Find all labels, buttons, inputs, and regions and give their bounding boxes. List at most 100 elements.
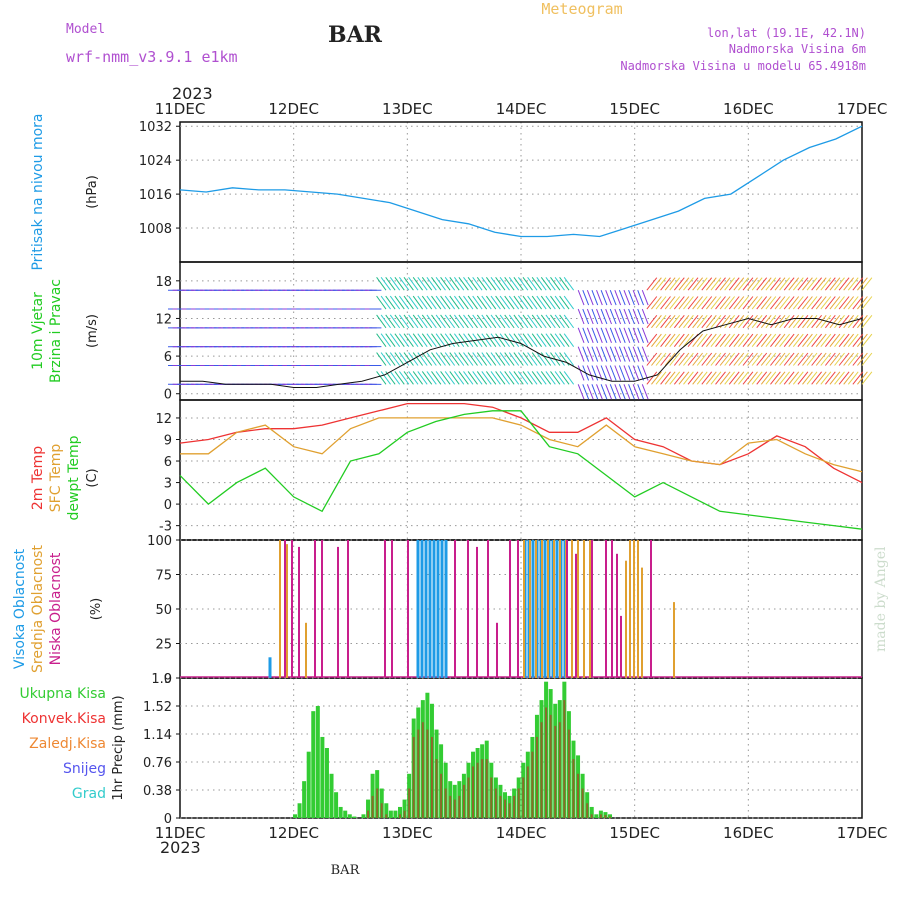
wind-barb bbox=[632, 290, 640, 306]
wind-barb bbox=[431, 295, 442, 310]
cloud-bar bbox=[589, 540, 591, 678]
wind-barb bbox=[476, 352, 488, 366]
wind-barb bbox=[485, 352, 497, 366]
cloud-bar bbox=[487, 540, 489, 678]
wind-barb bbox=[453, 314, 465, 329]
wind-barb bbox=[710, 296, 722, 310]
precip-convective-bar bbox=[590, 814, 593, 818]
cloud-bar bbox=[440, 540, 444, 678]
wind-barb bbox=[522, 333, 533, 347]
wind-barb bbox=[628, 384, 635, 400]
wind-barb bbox=[724, 314, 735, 329]
wind-barb bbox=[449, 352, 460, 366]
wind-barb bbox=[673, 333, 685, 347]
wind-barb bbox=[403, 371, 414, 385]
wind-barb bbox=[802, 352, 813, 366]
wind-barb bbox=[715, 333, 726, 347]
wind-barb bbox=[692, 314, 703, 329]
cloud-bar bbox=[605, 540, 607, 678]
wind-barb bbox=[806, 371, 818, 385]
cloud-unit: (%) bbox=[89, 598, 104, 621]
tick-label: 0 bbox=[164, 672, 172, 687]
wind-barb bbox=[747, 333, 758, 347]
wind-barb bbox=[527, 333, 538, 347]
wind-barb bbox=[628, 346, 635, 362]
wind-barb bbox=[692, 352, 703, 366]
wind-barb bbox=[637, 327, 644, 343]
wind-barb bbox=[655, 296, 667, 310]
wind-barb bbox=[550, 277, 561, 291]
wind-barb bbox=[408, 314, 419, 329]
wind-barb bbox=[600, 384, 608, 400]
temperature-line bbox=[179, 410, 863, 530]
wind-barb bbox=[802, 333, 813, 347]
wind-barb bbox=[495, 314, 506, 329]
wind-barb bbox=[678, 314, 690, 329]
wind-barb bbox=[655, 314, 667, 329]
wind-barb bbox=[559, 277, 570, 291]
wind-barb bbox=[829, 352, 841, 366]
wind-barb bbox=[779, 371, 790, 385]
wind-barb bbox=[779, 333, 790, 347]
wind-barb bbox=[641, 346, 649, 362]
wind-barb bbox=[811, 277, 822, 291]
wind-barb bbox=[756, 333, 768, 347]
precip-convective-bar bbox=[399, 814, 401, 818]
bottom-day-label: 14DEC bbox=[496, 824, 547, 842]
wind-barb bbox=[591, 290, 599, 306]
wind-barb bbox=[536, 277, 547, 291]
wind-barb bbox=[623, 290, 631, 306]
wind-barb bbox=[444, 277, 456, 291]
wind-barb bbox=[715, 352, 726, 366]
wind-barb bbox=[664, 371, 676, 385]
wind-barb bbox=[394, 295, 405, 310]
wind-barb bbox=[485, 277, 497, 291]
wind-barb bbox=[449, 333, 460, 347]
wind-barb bbox=[760, 277, 772, 291]
wind-barb bbox=[660, 333, 671, 347]
wind-barb bbox=[756, 277, 768, 291]
wind-barb bbox=[774, 371, 786, 385]
wind-barb bbox=[733, 333, 745, 347]
wind-barb bbox=[591, 346, 599, 362]
wind-barb bbox=[623, 346, 631, 362]
temp2m-axis-label: 2m Temp bbox=[30, 446, 46, 510]
cloud-bar bbox=[509, 540, 511, 678]
wind-axis-label-2: Brzina i Pravac bbox=[48, 279, 64, 383]
wind-barb bbox=[577, 327, 585, 343]
precip-convective-bar bbox=[563, 700, 566, 818]
cloud-bar bbox=[559, 540, 561, 678]
wind-barb bbox=[838, 333, 850, 347]
wind-barb bbox=[376, 333, 387, 347]
cloud-bar bbox=[407, 540, 409, 678]
wind-barb bbox=[408, 371, 419, 385]
cloud-bar bbox=[583, 540, 585, 678]
wind-barb bbox=[517, 314, 529, 329]
model-elevation-label: Nadmorska Visina u modelu 65.4918m bbox=[620, 59, 866, 73]
wind-barb bbox=[586, 308, 594, 325]
wind-barb bbox=[485, 333, 497, 347]
wind-barb bbox=[559, 333, 570, 347]
precip-convective-bar bbox=[558, 722, 561, 818]
wind-barb bbox=[829, 333, 841, 347]
wind-barb bbox=[540, 352, 552, 366]
wind-barb bbox=[421, 314, 433, 329]
wind-barb bbox=[508, 314, 520, 329]
wind-barb bbox=[738, 352, 749, 366]
wind-barb bbox=[738, 277, 749, 291]
wind-barb bbox=[453, 295, 465, 310]
wind-barb bbox=[440, 314, 451, 329]
wind-barb bbox=[824, 314, 836, 329]
precip-total-bar bbox=[311, 711, 316, 818]
cloud-bar bbox=[476, 546, 478, 678]
wind-barb bbox=[765, 333, 777, 347]
wind-barb bbox=[476, 295, 488, 310]
precip-convective-bar bbox=[508, 803, 511, 818]
wind-barb bbox=[797, 296, 809, 310]
cloud-bar bbox=[347, 540, 349, 678]
wind-barb bbox=[751, 371, 763, 385]
tick-label: 0.38 bbox=[143, 784, 172, 799]
wind-barb bbox=[618, 290, 626, 306]
wind-barb bbox=[779, 314, 790, 329]
wind-barb bbox=[536, 352, 547, 366]
